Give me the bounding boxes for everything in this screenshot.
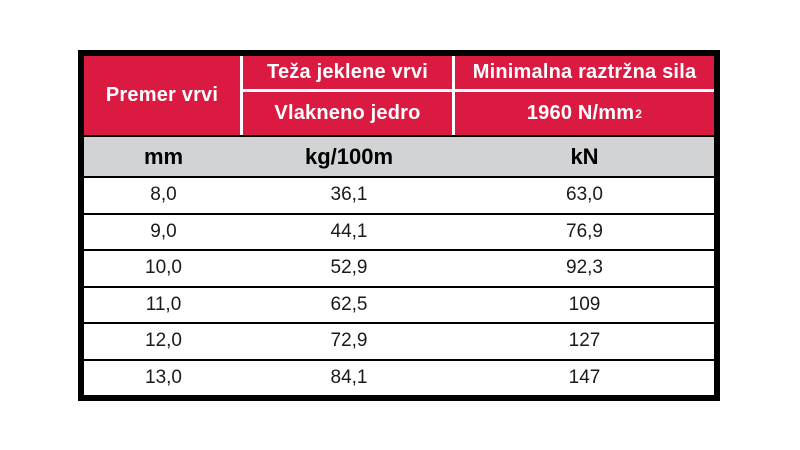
header-min-breaking-force: Minimalna raztržna sila [455,56,714,92]
force-value: 147 [455,358,714,395]
diameter-value: 10,0 [84,249,243,286]
header-fibre-core: Vlakneno jedro [243,92,455,135]
header-steel-rope-weight: Teža jeklene vrvi [243,56,455,92]
header-strength-grade: 1960 N/mm 2 [455,92,714,135]
weight-value: 62,5 [243,285,455,322]
force-value: 76,9 [455,212,714,249]
weight-value: 84,1 [243,358,455,395]
weight-value: 52,9 [243,249,455,286]
unit-kg-per-100m: kg/100m [243,135,455,176]
weight-value: 36,1 [243,176,455,213]
weight-value: 72,9 [243,322,455,359]
diameter-value: 13,0 [84,358,243,395]
force-value: 92,3 [455,249,714,286]
header-rope-diameter: Premer vrvi [84,56,243,135]
rope-spec-table: Premer vrvi Teža jeklene vrvi Minimalna … [78,50,720,401]
diameter-value: 8,0 [84,176,243,213]
force-value: 63,0 [455,176,714,213]
unit-mm: mm [84,135,243,176]
force-value: 127 [455,322,714,359]
weight-value: 44,1 [243,212,455,249]
diameter-value: 11,0 [84,285,243,322]
strength-grade-text: 1960 N/mm [526,102,635,124]
diameter-value: 9,0 [84,212,243,249]
unit-kn: kN [455,135,714,176]
diameter-value: 12,0 [84,322,243,359]
force-value: 109 [455,285,714,322]
